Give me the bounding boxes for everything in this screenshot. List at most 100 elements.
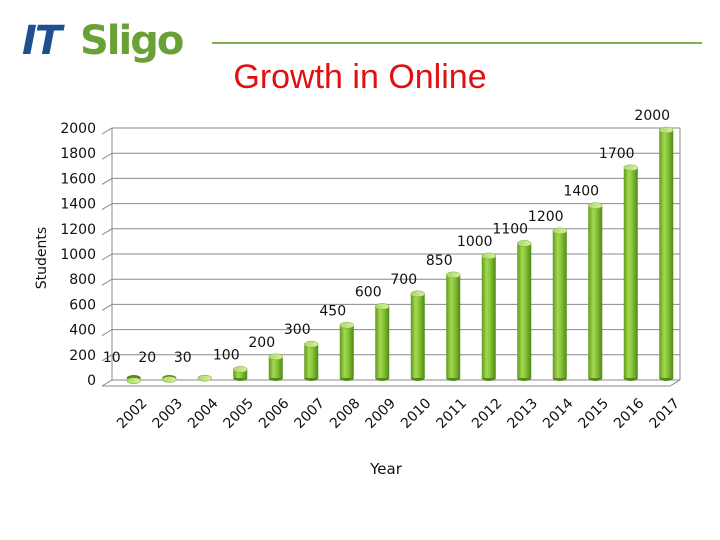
- floor-edge: [102, 379, 681, 387]
- y-tick-label: 200: [69, 348, 96, 364]
- data-label: 10: [103, 350, 121, 366]
- x-tick-label: 2015: [575, 395, 612, 432]
- x-tick-label: 2002: [114, 395, 151, 432]
- bar: [268, 353, 283, 381]
- data-label: 1200: [528, 209, 564, 225]
- bar-top: [126, 377, 141, 384]
- logo-it-text: IT: [22, 18, 62, 64]
- bar: [233, 366, 248, 381]
- bar: [588, 202, 603, 381]
- bar: [304, 340, 319, 381]
- y-tick-label: 1800: [60, 146, 96, 162]
- x-tick-label: 2005: [220, 395, 257, 432]
- bar-body: [304, 344, 319, 378]
- data-label: 600: [355, 284, 382, 300]
- bars: [126, 126, 674, 384]
- bar-body: [233, 369, 248, 378]
- y-axis-label: Students: [34, 227, 50, 289]
- bar: [162, 375, 177, 383]
- bar-top: [481, 252, 496, 260]
- x-axis-label: Year: [369, 460, 403, 478]
- bar-top: [339, 322, 354, 329]
- bar-body: [446, 274, 461, 378]
- x-tick-label: 2003: [149, 395, 186, 432]
- bar-top: [197, 374, 212, 382]
- data-label: 450: [319, 303, 346, 319]
- bar-top: [517, 240, 532, 247]
- x-tick-label: 2010: [398, 395, 435, 432]
- y-tick-label: 1000: [60, 247, 96, 263]
- y-tick-label: 600: [69, 297, 96, 313]
- itsligo-logo: IT Sligo: [22, 18, 702, 68]
- bar-top: [552, 227, 567, 235]
- x-tick-label: 2009: [362, 395, 399, 432]
- y-tick-label: 1600: [60, 171, 96, 187]
- y-tick-label: 1200: [60, 222, 96, 238]
- gridline: [101, 152, 680, 160]
- bar-top: [268, 353, 283, 361]
- bar: [623, 164, 638, 381]
- bar-body: [481, 256, 496, 378]
- bar-top: [233, 366, 248, 373]
- bar-top: [410, 290, 425, 298]
- bar-body: [659, 130, 674, 378]
- bar: [197, 374, 212, 382]
- data-label: 1100: [492, 221, 528, 237]
- data-label: 30: [174, 350, 192, 366]
- bar-body: [268, 356, 283, 378]
- bar-body: [623, 167, 638, 378]
- x-tick-label: 2014: [540, 395, 577, 432]
- y-tick-label: 800: [69, 272, 96, 288]
- data-label: 700: [390, 272, 417, 288]
- x-tick-label: 2004: [185, 395, 222, 432]
- bar: [410, 290, 425, 381]
- bar-top: [623, 164, 638, 172]
- bar-body: [375, 306, 390, 378]
- x-tick-label: 2008: [327, 395, 364, 432]
- bar-body: [410, 293, 425, 378]
- chart-title: Growth in Online: [233, 58, 487, 96]
- data-label: 850: [426, 253, 453, 269]
- bar-body: [517, 243, 532, 378]
- y-tick-label: 0: [87, 373, 96, 389]
- bar: [446, 271, 461, 381]
- bar-body: [588, 205, 603, 378]
- data-label: 1000: [457, 234, 493, 250]
- logo-underline: [212, 42, 702, 44]
- x-tick-label: 2012: [469, 395, 506, 432]
- x-tick-label: 2017: [646, 395, 683, 432]
- bar-body: [552, 230, 567, 378]
- bar-top: [446, 271, 461, 279]
- axes: [102, 128, 681, 387]
- x-tick-label: 2011: [433, 395, 470, 432]
- bar-top: [375, 303, 390, 310]
- data-label: 2000: [634, 108, 670, 124]
- bar-top: [588, 202, 603, 209]
- bar-body: [339, 325, 354, 378]
- y-tick-label: 400: [69, 323, 96, 339]
- data-label: 20: [138, 350, 156, 366]
- x-tick-label: 2007: [291, 395, 328, 432]
- x-tick-label: 2013: [504, 395, 541, 432]
- bar-top: [304, 340, 319, 348]
- y-tick-label: 1400: [60, 197, 96, 213]
- data-label: 100: [213, 347, 240, 363]
- x-tick-label: 2016: [611, 395, 648, 432]
- bar: [126, 375, 141, 384]
- bar-top: [162, 376, 177, 383]
- bar: [339, 322, 354, 381]
- bar: [481, 252, 496, 381]
- bar: [375, 303, 390, 381]
- data-label: 1400: [563, 184, 599, 200]
- gridline: [101, 379, 680, 387]
- data-label: 300: [284, 322, 311, 338]
- logo-sligo-text: Sligo: [80, 18, 184, 64]
- data-label: 200: [248, 335, 275, 351]
- bar: [659, 126, 674, 381]
- gridline: [101, 127, 680, 135]
- data-label: 1700: [599, 146, 635, 162]
- bar: [517, 240, 532, 381]
- bar-top: [659, 126, 674, 134]
